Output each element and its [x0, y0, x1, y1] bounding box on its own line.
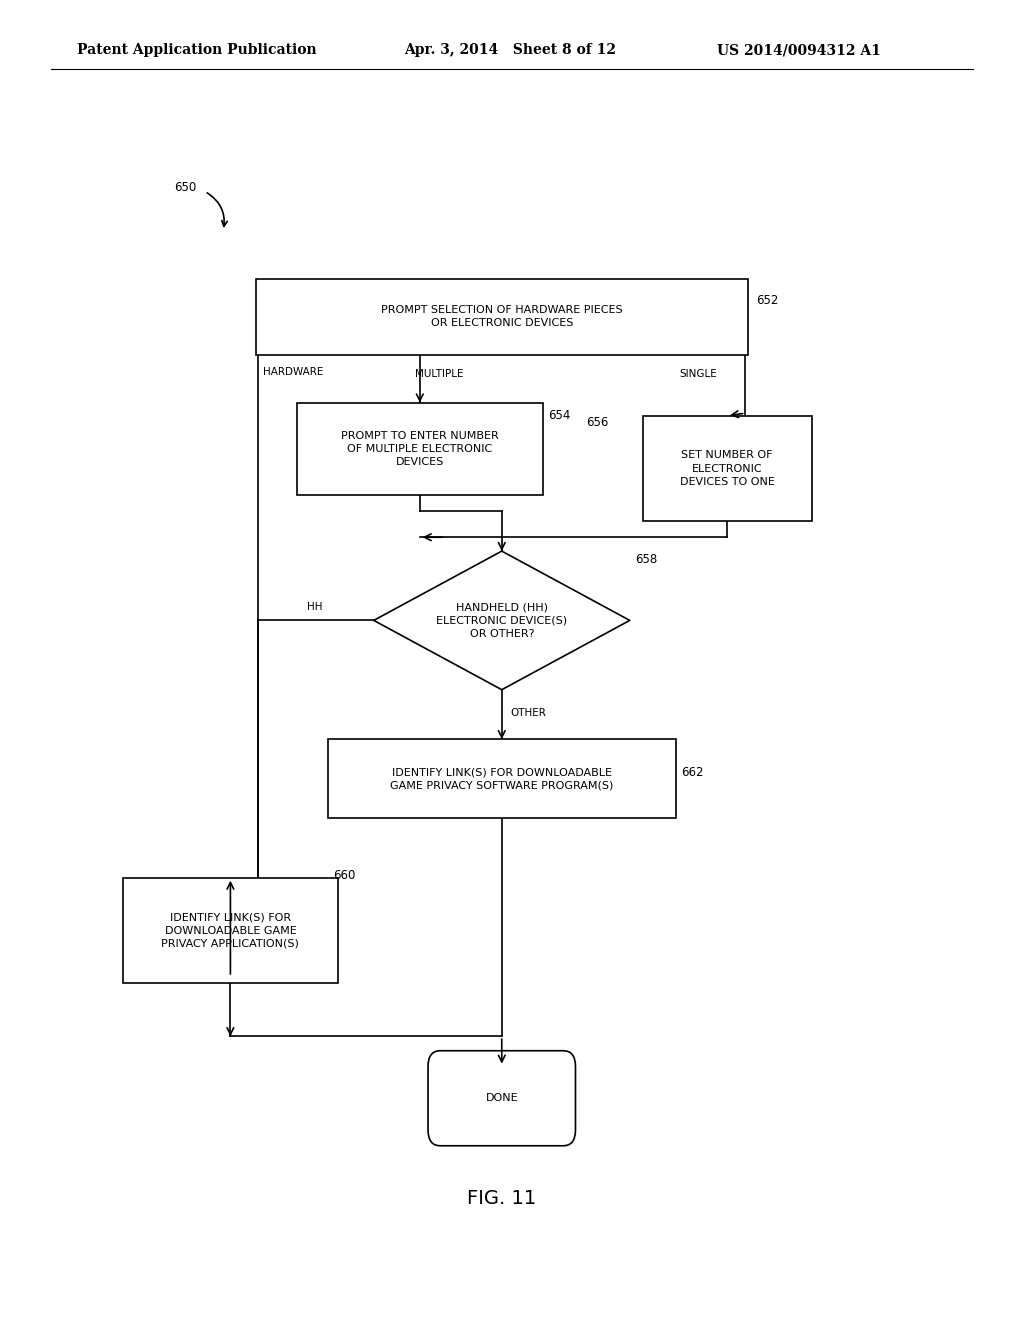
Text: 660: 660 [333, 869, 355, 882]
FancyBboxPatch shape [428, 1051, 575, 1146]
Text: OTHER: OTHER [510, 709, 546, 718]
Text: HANDHELD (HH)
ELECTRONIC DEVICE(S)
OR OTHER?: HANDHELD (HH) ELECTRONIC DEVICE(S) OR OT… [436, 602, 567, 639]
Text: Patent Application Publication: Patent Application Publication [77, 44, 316, 57]
FancyBboxPatch shape [123, 878, 338, 983]
FancyBboxPatch shape [643, 416, 811, 521]
Text: Apr. 3, 2014   Sheet 8 of 12: Apr. 3, 2014 Sheet 8 of 12 [404, 44, 616, 57]
Text: SET NUMBER OF
ELECTRONIC
DEVICES TO ONE: SET NUMBER OF ELECTRONIC DEVICES TO ONE [680, 450, 774, 487]
Text: 654: 654 [548, 409, 570, 422]
FancyBboxPatch shape [256, 279, 748, 355]
Text: PROMPT TO ENTER NUMBER
OF MULTIPLE ELECTRONIC
DEVICES: PROMPT TO ENTER NUMBER OF MULTIPLE ELECT… [341, 430, 499, 467]
Text: 656: 656 [586, 416, 608, 429]
FancyBboxPatch shape [297, 403, 543, 495]
Text: 652: 652 [756, 294, 778, 308]
Text: HARDWARE: HARDWARE [263, 367, 324, 378]
Text: HH: HH [307, 602, 323, 612]
Text: 650: 650 [174, 181, 197, 194]
Text: US 2014/0094312 A1: US 2014/0094312 A1 [717, 44, 881, 57]
Text: 662: 662 [681, 766, 703, 779]
FancyBboxPatch shape [328, 739, 676, 818]
Text: 658: 658 [635, 553, 657, 566]
Polygon shape [374, 552, 630, 689]
Text: PROMPT SELECTION OF HARDWARE PIECES
OR ELECTRONIC DEVICES: PROMPT SELECTION OF HARDWARE PIECES OR E… [381, 305, 623, 329]
Text: MULTIPLE: MULTIPLE [415, 368, 463, 379]
Text: IDENTIFY LINK(S) FOR
DOWNLOADABLE GAME
PRIVACY APPLICATION(S): IDENTIFY LINK(S) FOR DOWNLOADABLE GAME P… [162, 912, 299, 949]
Text: DONE: DONE [485, 1093, 518, 1104]
Text: FIG. 11: FIG. 11 [467, 1189, 537, 1208]
Text: SINGLE: SINGLE [679, 368, 717, 379]
Text: IDENTIFY LINK(S) FOR DOWNLOADABLE
GAME PRIVACY SOFTWARE PROGRAM(S): IDENTIFY LINK(S) FOR DOWNLOADABLE GAME P… [390, 767, 613, 791]
